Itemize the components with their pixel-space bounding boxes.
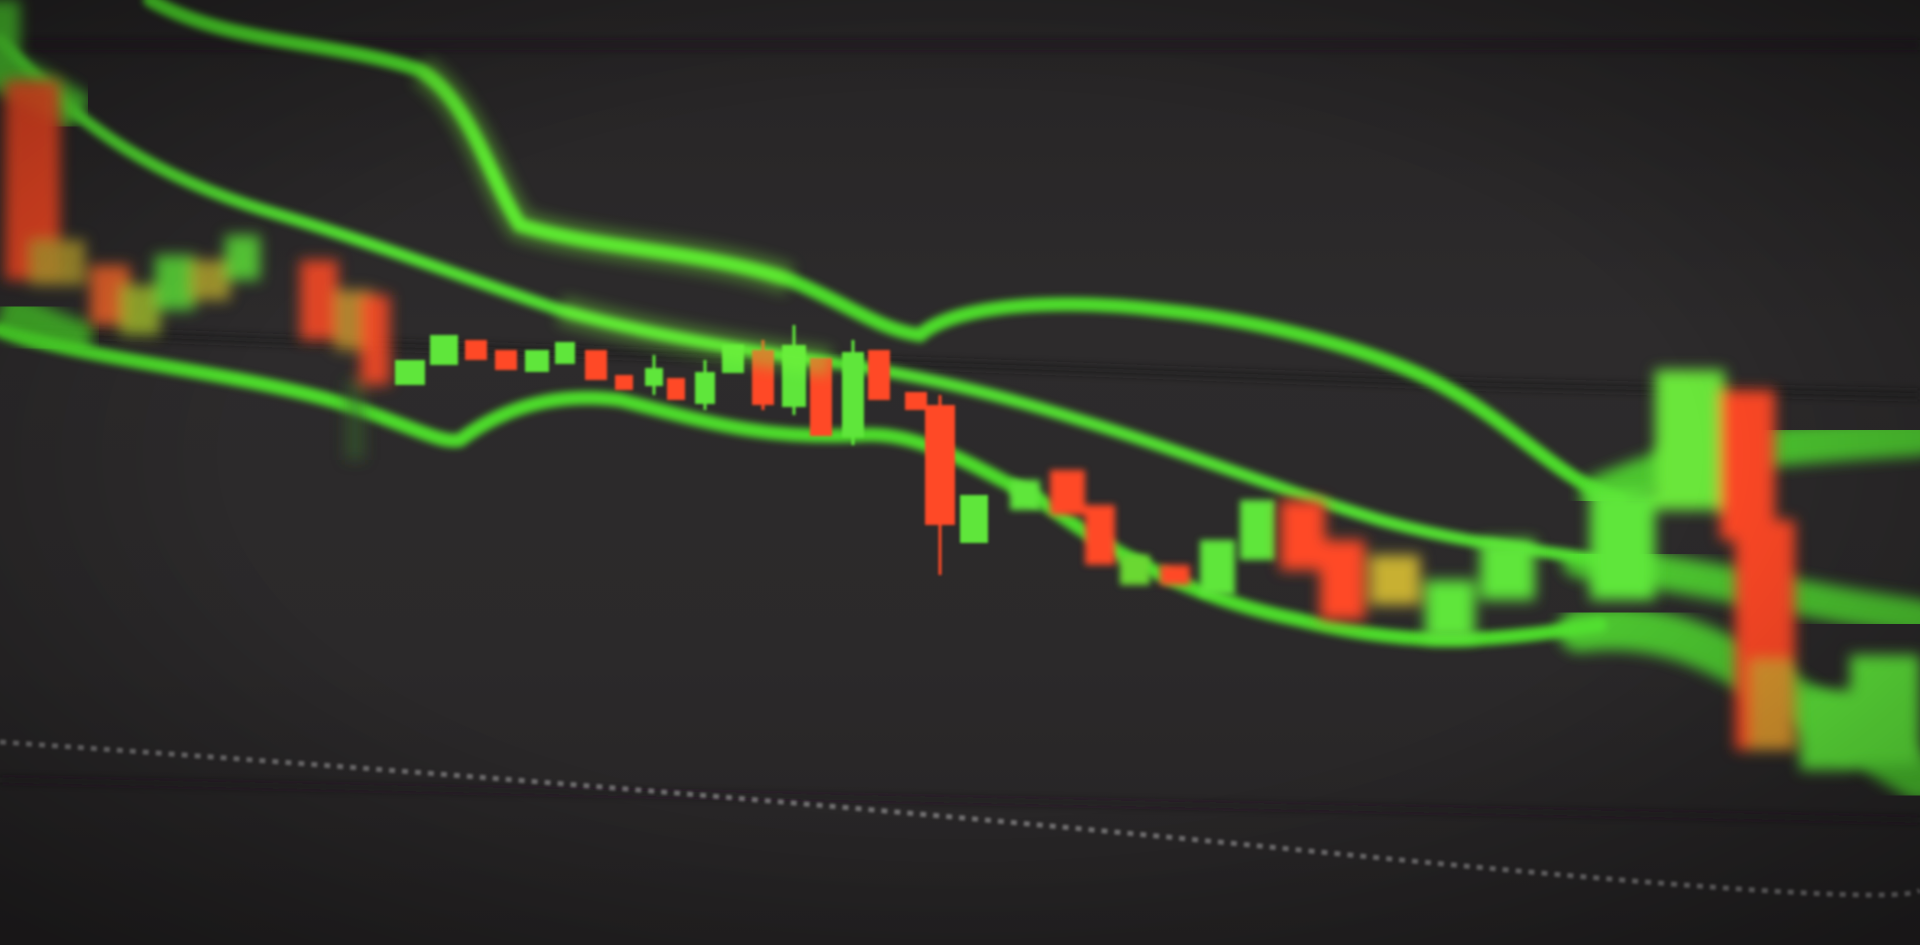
photo-scene <box>0 0 1920 945</box>
chart-photo <box>0 0 1920 945</box>
vignette <box>0 0 1920 945</box>
